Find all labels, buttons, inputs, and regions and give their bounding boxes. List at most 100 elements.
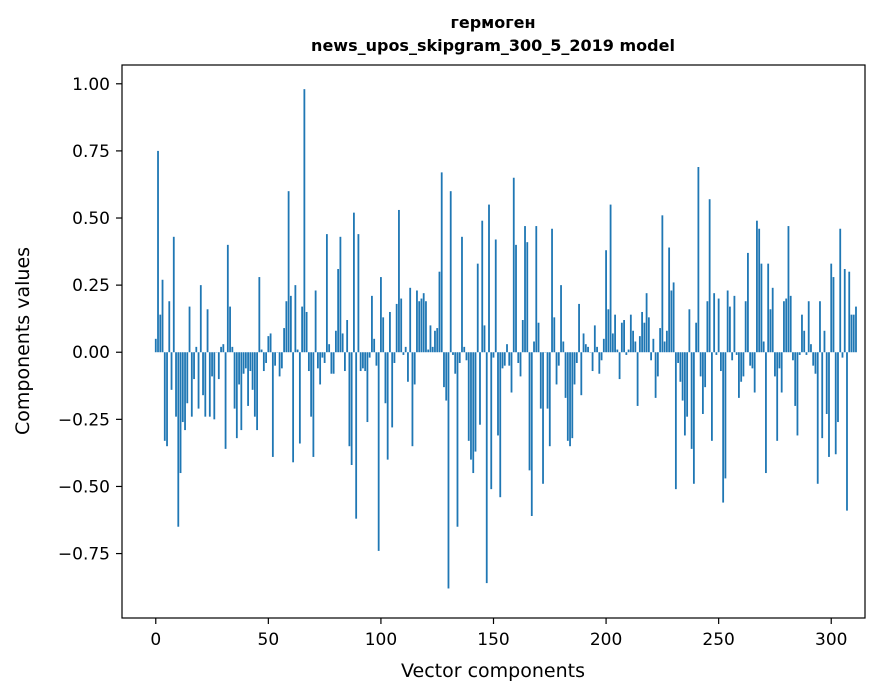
bar-40 <box>244 352 247 369</box>
bar-184 <box>569 352 571 447</box>
bar-91 <box>359 352 362 372</box>
bar-192 <box>587 346 589 353</box>
y-tick-label: 0.75 <box>72 142 110 162</box>
bar-43 <box>251 352 254 390</box>
bar-11 <box>179 352 182 474</box>
bar-177 <box>553 317 556 353</box>
y-axis-label: Components values <box>12 247 34 435</box>
bar-100 <box>380 277 382 353</box>
bar-302 <box>834 352 837 455</box>
bar-151 <box>494 239 497 353</box>
bar-153 <box>499 352 502 498</box>
bar-128 <box>443 352 445 388</box>
bar-135 <box>458 352 461 363</box>
y-tick-label: −0.75 <box>58 545 110 565</box>
x-axis-label: Vector components <box>401 660 585 682</box>
x-tick-label: 150 <box>477 630 509 650</box>
x-tick-label: 0 <box>150 630 161 650</box>
y-tick-label: 0.00 <box>72 343 110 363</box>
bar-292 <box>812 352 815 366</box>
bar-230 <box>672 282 675 353</box>
bar-201 <box>607 309 610 353</box>
bar-125 <box>436 328 439 353</box>
bar-59 <box>287 191 290 353</box>
bar-284 <box>794 352 797 406</box>
bar-167 <box>530 352 533 516</box>
bar-74 <box>321 352 324 358</box>
bar-45 <box>256 352 258 431</box>
bar-240 <box>695 322 698 353</box>
bar-9 <box>175 352 177 417</box>
bar-44 <box>253 352 256 417</box>
bars-group <box>154 89 857 589</box>
bar-116 <box>416 290 418 353</box>
bar-304 <box>839 228 842 353</box>
bar-154 <box>501 352 504 369</box>
bar-266 <box>753 352 756 393</box>
bar-161 <box>517 352 520 363</box>
bar-137 <box>463 346 466 353</box>
bar-129 <box>445 352 448 401</box>
bar-285 <box>796 352 799 436</box>
y-tick-label: 0.50 <box>72 209 110 229</box>
bar-202 <box>609 204 612 353</box>
bar-242 <box>699 352 702 377</box>
bar-6 <box>168 301 171 353</box>
bar-34 <box>231 346 234 353</box>
bar-39 <box>242 352 245 374</box>
bar-22 <box>204 352 207 417</box>
bar-212 <box>632 330 634 353</box>
bar-224 <box>659 328 662 353</box>
bar-206 <box>618 352 621 380</box>
bar-238 <box>690 352 693 449</box>
bar-288 <box>803 330 806 353</box>
bar-127 <box>440 172 443 353</box>
y-tick-label: 1.00 <box>72 75 110 95</box>
bar-248 <box>713 293 716 353</box>
bar-92 <box>362 352 364 369</box>
bar-126 <box>438 271 441 353</box>
bar-183 <box>566 352 569 441</box>
bar-48 <box>262 352 265 372</box>
bar-72 <box>316 352 319 369</box>
bar-70 <box>312 352 315 457</box>
bar-111 <box>404 346 407 353</box>
bar-246 <box>708 199 711 353</box>
bar-218 <box>645 293 648 353</box>
bar-297 <box>823 330 826 353</box>
bar-64 <box>298 352 301 444</box>
bar-195 <box>593 325 596 353</box>
bar-80 <box>334 330 337 353</box>
bar-241 <box>697 167 700 353</box>
bar-168 <box>533 341 535 353</box>
bar-159 <box>512 177 515 353</box>
bar-95 <box>368 352 371 358</box>
bar-274 <box>771 287 774 353</box>
x-tick-label: 50 <box>258 630 280 650</box>
bar-243 <box>701 352 704 414</box>
bar-130 <box>447 352 450 589</box>
bar-215 <box>638 336 641 353</box>
bar-170 <box>537 322 540 353</box>
bar-310 <box>852 314 855 353</box>
bar-236 <box>686 352 689 417</box>
bar-157 <box>508 352 511 366</box>
bar-52 <box>271 352 274 457</box>
bar-280 <box>785 298 788 353</box>
bar-163 <box>521 320 524 353</box>
bar-293 <box>814 352 817 374</box>
bar-136 <box>461 236 463 353</box>
bar-300 <box>830 263 833 353</box>
bar-209 <box>625 352 628 355</box>
bar-181 <box>562 341 565 353</box>
bar-283 <box>792 352 794 361</box>
bar-147 <box>485 352 488 584</box>
bar-160 <box>515 244 517 353</box>
bar-97 <box>373 338 376 353</box>
bar-61 <box>292 352 295 463</box>
bar-42 <box>249 352 252 372</box>
bar-265 <box>751 352 754 369</box>
bar-4 <box>163 352 166 441</box>
bar-257 <box>733 295 736 353</box>
bar-88 <box>353 212 355 353</box>
